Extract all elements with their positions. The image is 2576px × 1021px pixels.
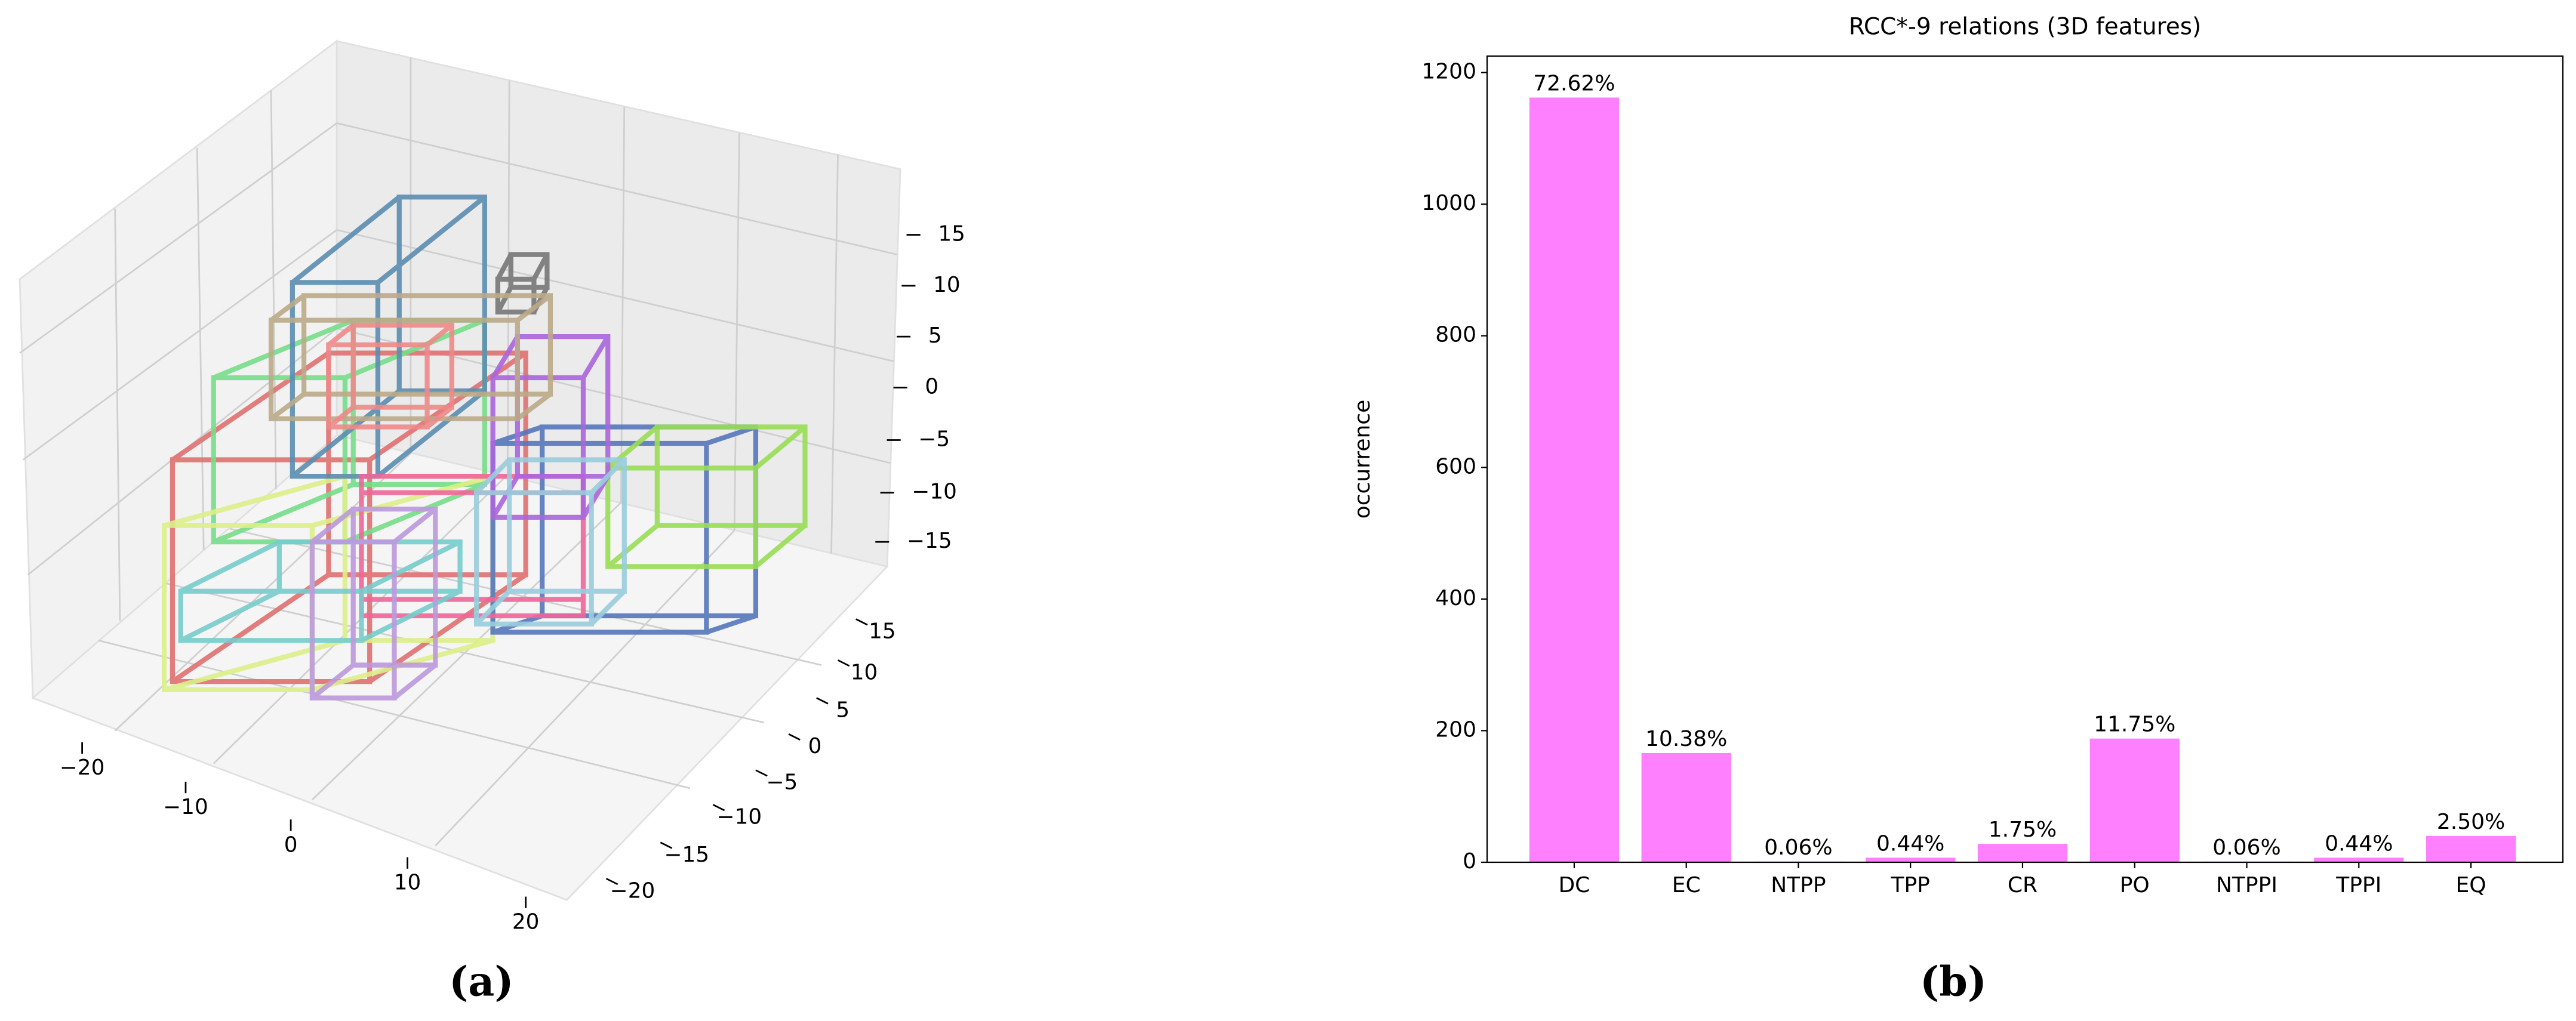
y-tick-label: 1000 bbox=[1421, 191, 1476, 215]
chart-title: RCC*-9 relations (3D features) bbox=[1849, 14, 2202, 41]
x-tick-label: TPPI bbox=[2335, 873, 2381, 897]
x-tick-label: 0 bbox=[284, 832, 298, 857]
x-tick-label: EQ bbox=[2455, 873, 2486, 897]
y-tick-label: −15 bbox=[664, 843, 709, 867]
data-label: 0.44% bbox=[1876, 831, 1944, 856]
bar bbox=[1977, 844, 2068, 862]
data-label: 0.44% bbox=[2325, 831, 2393, 856]
z-tick-label: −15 bbox=[907, 529, 952, 553]
bar bbox=[2314, 857, 2404, 862]
tick-mark bbox=[660, 841, 673, 849]
bar bbox=[1866, 857, 1956, 862]
x-tick-label: NTPPI bbox=[2216, 873, 2278, 897]
tick-mark bbox=[712, 804, 725, 812]
y-tick-label: −5 bbox=[767, 770, 798, 795]
caption: (a) bbox=[449, 958, 513, 1006]
z-tick-label: 0 bbox=[925, 374, 938, 399]
x-tick-label: TPP bbox=[1890, 873, 1929, 897]
y-axis-label: occurrence bbox=[1350, 400, 1375, 519]
y-tick-label: 600 bbox=[1435, 454, 1476, 479]
tick-mark bbox=[755, 769, 768, 777]
data-label: 1.75% bbox=[1989, 818, 2057, 842]
y-tick-label: −20 bbox=[610, 878, 655, 903]
data-label: 0.06% bbox=[2212, 835, 2280, 860]
x-tick-label: EC bbox=[1672, 873, 1701, 897]
y-tick-label: 200 bbox=[1435, 717, 1476, 742]
tick-mark bbox=[816, 697, 829, 705]
tick-mark bbox=[788, 733, 801, 741]
box bbox=[268, 293, 553, 421]
data-label: 10.38% bbox=[1645, 727, 1727, 751]
bar bbox=[1641, 752, 1731, 862]
y-tick-label: 0 bbox=[808, 734, 822, 758]
box bbox=[495, 252, 550, 315]
z-tick-label: 10 bbox=[933, 273, 961, 297]
bar bbox=[1529, 97, 1620, 863]
y-tick-label: 0 bbox=[1463, 849, 1476, 874]
x-tick-label: −10 bbox=[163, 795, 208, 819]
bar bbox=[2426, 835, 2516, 862]
panel-3d: −20−1001020−20−15−10−5051015−15−10−50510… bbox=[19, 39, 965, 934]
data-label: 0.06% bbox=[1764, 835, 1832, 860]
x-tick-label: −20 bbox=[60, 755, 104, 780]
y-tick-label: 1200 bbox=[1421, 60, 1476, 84]
box bbox=[178, 539, 463, 643]
x-tick-label: DC bbox=[1558, 873, 1590, 897]
z-tick-label: 5 bbox=[928, 323, 942, 348]
y-tick-label: −10 bbox=[717, 804, 762, 829]
axes-frame bbox=[1486, 55, 2564, 863]
wireframe-boxes bbox=[162, 195, 808, 701]
z-tick-label: 15 bbox=[938, 222, 965, 246]
data-label: 72.62% bbox=[1533, 71, 1615, 95]
x-tick-label: 10 bbox=[394, 871, 421, 895]
data-label: 11.75% bbox=[2094, 712, 2175, 737]
bar bbox=[2089, 738, 2180, 862]
x-tick-label: PO bbox=[2120, 873, 2150, 897]
y-tick-label: 5 bbox=[836, 698, 850, 723]
y-tick-label: 800 bbox=[1435, 323, 1476, 347]
box bbox=[309, 506, 438, 701]
y-tick-label: 400 bbox=[1435, 586, 1476, 610]
x-tick-label: 20 bbox=[512, 910, 540, 934]
z-tick-label: −5 bbox=[918, 427, 950, 452]
tick-mark bbox=[605, 878, 618, 886]
y-tick-label: 10 bbox=[851, 660, 878, 684]
x-tick-label: CR bbox=[2008, 873, 2038, 897]
y-tick-label: 15 bbox=[869, 619, 896, 644]
caption: (b) bbox=[1920, 958, 1987, 1006]
z-tick-label: −10 bbox=[912, 480, 956, 504]
data-label: 2.50% bbox=[2437, 810, 2505, 834]
tick-mark bbox=[855, 618, 868, 626]
x-tick-label: NTPP bbox=[1771, 873, 1826, 897]
tick-mark bbox=[837, 659, 850, 667]
box bbox=[605, 424, 808, 569]
box bbox=[473, 457, 627, 627]
box bbox=[326, 322, 454, 430]
